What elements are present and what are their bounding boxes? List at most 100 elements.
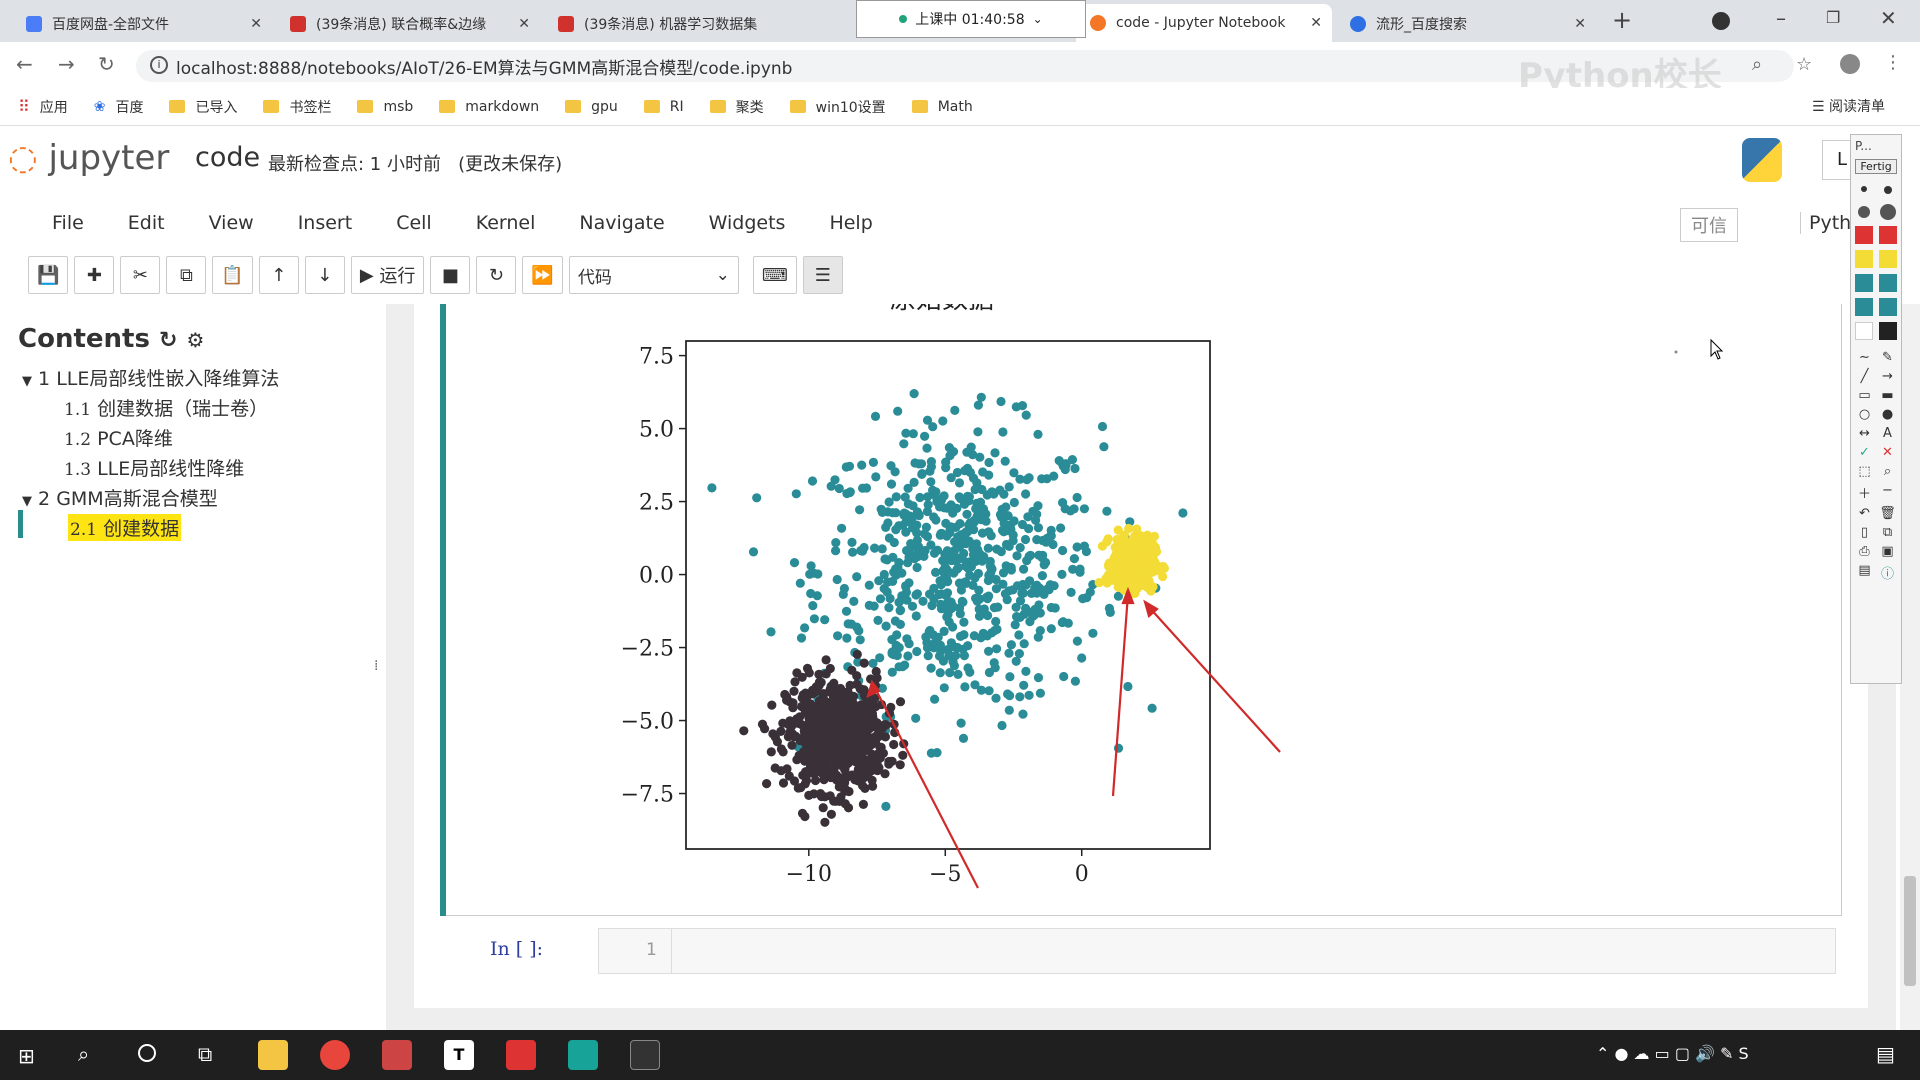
- jupyter-logo[interactable]: ◌ jupyter: [8, 138, 169, 178]
- reload-icon[interactable]: ↻: [98, 52, 115, 76]
- text-icon[interactable]: A: [1883, 426, 1892, 441]
- bookmark-baidu[interactable]: ❀ 百度: [94, 97, 144, 117]
- menu-widgets[interactable]: Widgets: [708, 212, 786, 234]
- url-field[interactable]: i localhost:8888/notebooks/AIoT/26-EM算法与…: [136, 50, 1794, 82]
- cell-type-select[interactable]: 代码 ⌄: [568, 256, 739, 294]
- resize-handle[interactable]: ⁞: [374, 658, 379, 674]
- scrollbar-thumb[interactable]: [1904, 876, 1916, 986]
- save-icon[interactable]: ▣: [1881, 544, 1894, 559]
- screen-recorder-icon[interactable]: [382, 1040, 412, 1070]
- color-teal-icon[interactable]: [1879, 274, 1897, 292]
- done-button[interactable]: Fertig: [1855, 159, 1897, 174]
- menu-kernel[interactable]: Kernel: [475, 212, 536, 234]
- bookmark-apps[interactable]: ⠿ 应用: [18, 97, 68, 117]
- close-icon[interactable]: ✕: [1310, 15, 1322, 31]
- color-red-icon[interactable]: [1879, 226, 1897, 244]
- pdf-icon[interactable]: [506, 1040, 536, 1070]
- menu-view[interactable]: View: [208, 212, 254, 234]
- cross-icon[interactable]: ✕: [1882, 445, 1893, 460]
- bookmark-folder[interactable]: Math: [911, 99, 973, 115]
- double-arrow-icon[interactable]: ↔: [1859, 426, 1870, 441]
- typora-icon[interactable]: T: [444, 1040, 474, 1070]
- bookmark-folder[interactable]: 聚类: [709, 97, 764, 117]
- screen-icon[interactable]: ▤: [1858, 563, 1871, 578]
- insert-cell-button[interactable]: ✚: [74, 256, 115, 294]
- menu-file[interactable]: File: [52, 212, 84, 234]
- keyboard-shortcuts-button[interactable]: ⌨: [752, 256, 797, 294]
- more-icon[interactable]: ⋮: [1884, 52, 1902, 73]
- move-down-button[interactable]: ↓: [304, 256, 345, 294]
- windows-start-icon[interactable]: ⊞: [18, 1044, 35, 1068]
- freehand-icon[interactable]: ∼: [1859, 350, 1870, 365]
- restart-button[interactable]: ↻: [476, 256, 517, 294]
- close-window-icon[interactable]: ✕: [1880, 6, 1897, 30]
- arrow-icon[interactable]: →: [1882, 369, 1893, 384]
- run-button[interactable]: ▶ 运行: [350, 256, 425, 294]
- code-input[interactable]: [598, 928, 1836, 974]
- browser-tab-active[interactable]: code - Jupyter Notebook ✕: [1076, 4, 1332, 42]
- print-icon[interactable]: ⎙: [1859, 544, 1870, 559]
- toc-item[interactable]: ▼ 1 LLE局部线性嵌入降维算法: [22, 364, 279, 391]
- filled-rectangle-icon[interactable]: ▬: [1881, 388, 1894, 403]
- undo-icon[interactable]: ↶: [1859, 506, 1870, 521]
- check-icon[interactable]: ✓: [1859, 445, 1870, 460]
- close-icon[interactable]: ✕: [1574, 16, 1586, 32]
- toc-item[interactable]: 1.2 PCA降维: [64, 424, 173, 451]
- move-up-button[interactable]: ↑: [258, 256, 299, 294]
- zoom-icon[interactable]: ⌕: [1752, 54, 1763, 75]
- search-icon[interactable]: ⌕: [78, 1042, 90, 1066]
- bookmark-folder[interactable]: 书签栏: [263, 97, 331, 117]
- copy-button[interactable]: ⧉: [166, 256, 207, 294]
- menu-edit[interactable]: Edit: [127, 212, 165, 234]
- toc-item[interactable]: 1.1 创建数据（瑞士卷）: [64, 394, 268, 421]
- zoom-in-icon[interactable]: ⌕: [1883, 464, 1892, 479]
- color-yellow-icon[interactable]: [1879, 250, 1897, 268]
- chrome-icon[interactable]: [320, 1040, 350, 1070]
- color-yellow-icon[interactable]: [1855, 250, 1873, 268]
- toc-item-active[interactable]: 2.1 创建数据: [68, 514, 182, 541]
- add-icon[interactable]: ＋: [1857, 487, 1871, 502]
- info-icon[interactable]: ⓘ: [1880, 567, 1894, 582]
- menu-navigate[interactable]: Navigate: [579, 212, 665, 234]
- trash-icon[interactable]: 🗑: [1879, 506, 1896, 521]
- color-red-icon[interactable]: [1855, 226, 1873, 244]
- page-icon[interactable]: ▯: [1860, 525, 1869, 540]
- paste-button[interactable]: 📋: [212, 256, 253, 294]
- app-icon[interactable]: [568, 1040, 598, 1070]
- copy-icon[interactable]: ⧉: [1882, 525, 1893, 540]
- cut-button[interactable]: ✂: [120, 256, 161, 294]
- bookmark-folder[interactable]: msb: [357, 99, 413, 115]
- trusted-badge[interactable]: 可信: [1680, 208, 1738, 242]
- toc-toggle-button[interactable]: ☰: [802, 256, 843, 294]
- browser-tab[interactable]: (39条消息) 联合概率&边缘 ✕: [276, 6, 540, 42]
- output-cell[interactable]: [446, 304, 1842, 916]
- profile-avatar[interactable]: [1840, 54, 1860, 74]
- rectangle-icon[interactable]: ▭: [1858, 388, 1871, 403]
- terminal-icon[interactable]: [630, 1040, 660, 1070]
- task-view-icon[interactable]: ⧉: [198, 1042, 213, 1066]
- tab-search-icon[interactable]: [1712, 12, 1730, 30]
- browser-tab[interactable]: (39条消息) 机器学习数据集: [544, 6, 804, 42]
- restart-run-all-button[interactable]: ⏩: [522, 256, 563, 294]
- back-icon[interactable]: ←: [16, 52, 33, 76]
- pen-icon[interactable]: ✎: [1882, 350, 1893, 365]
- gear-icon[interactable]: ⚙: [186, 328, 205, 352]
- xlarge-dot-icon[interactable]: [1880, 204, 1896, 220]
- close-icon[interactable]: ✕: [518, 16, 530, 32]
- star-icon[interactable]: ☆: [1796, 54, 1813, 75]
- bookmark-folder[interactable]: win10设置: [789, 97, 886, 117]
- toc-item[interactable]: ▼ 2 GMM高斯混合模型: [22, 484, 218, 511]
- color-teal-icon[interactable]: [1879, 298, 1897, 316]
- close-icon[interactable]: ✕: [250, 16, 262, 32]
- color-white-icon[interactable]: [1855, 322, 1873, 340]
- refresh-icon[interactable]: ↻: [159, 328, 178, 353]
- reading-list[interactable]: ☰ 阅读清单: [1812, 96, 1885, 116]
- bookmark-folder[interactable]: RI: [643, 99, 684, 115]
- menu-cell[interactable]: Cell: [396, 212, 432, 234]
- bookmark-folder[interactable]: 已导入: [169, 97, 237, 117]
- interrupt-button[interactable]: ■: [430, 256, 471, 294]
- save-button[interactable]: 💾: [28, 256, 69, 294]
- color-black-icon[interactable]: [1879, 322, 1897, 340]
- scrollbar[interactable]: [1900, 304, 1920, 1030]
- class-timer[interactable]: 上课中 01:40:58 ⌄: [856, 0, 1086, 38]
